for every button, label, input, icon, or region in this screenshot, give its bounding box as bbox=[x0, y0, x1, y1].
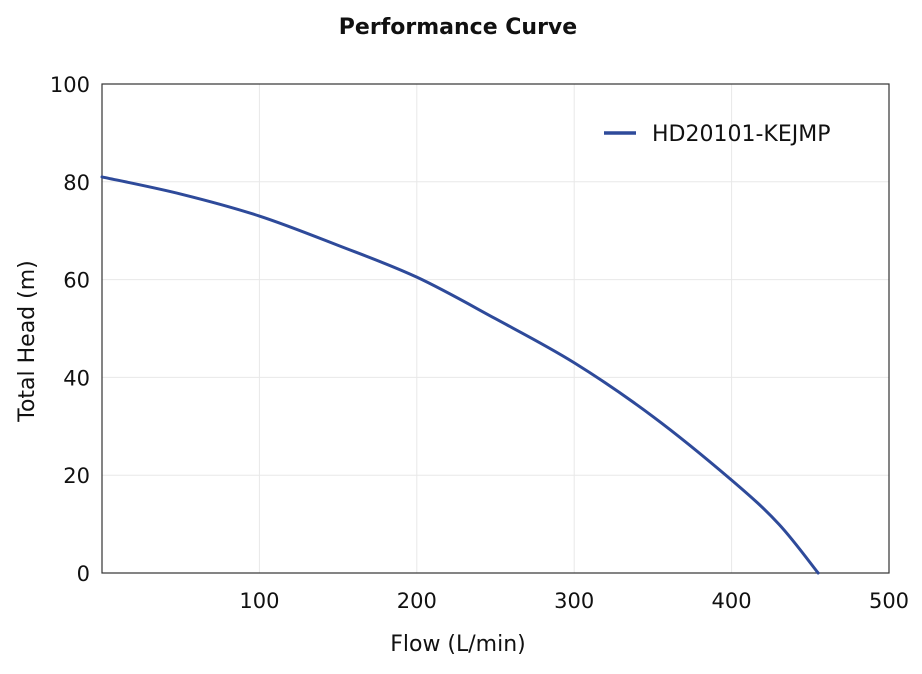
x-tick-label: 500 bbox=[869, 589, 909, 613]
series-lines bbox=[100, 175, 820, 575]
y-tick-label: 0 bbox=[77, 562, 90, 586]
x-tick-label: 400 bbox=[712, 589, 752, 613]
x-tick-label: 300 bbox=[554, 589, 594, 613]
series-line bbox=[100, 175, 820, 575]
grid-lines bbox=[102, 83, 890, 574]
legend-label: HD20101-KEJMP bbox=[652, 122, 830, 147]
y-tick-label: 100 bbox=[50, 73, 90, 97]
x-tick-label: 200 bbox=[397, 589, 437, 613]
x-axis-label: Flow (L/min) bbox=[390, 632, 526, 657]
y-tick-label: 80 bbox=[63, 171, 90, 195]
y-tick-label: 40 bbox=[63, 366, 90, 390]
y-axis-label: Total Head (m) bbox=[15, 260, 40, 423]
chart-title: Performance Curve bbox=[339, 15, 577, 40]
y-axis-ticks: 0 20 40 60 80 100 bbox=[50, 73, 90, 586]
x-axis-ticks: 100 200 300 400 500 bbox=[239, 589, 909, 613]
plot-frame bbox=[101, 83, 890, 574]
legend: HD20101-KEJMP bbox=[604, 122, 830, 147]
y-tick-label: 60 bbox=[63, 269, 90, 293]
y-tick-label: 20 bbox=[63, 464, 90, 488]
x-tick-label: 100 bbox=[239, 589, 279, 613]
